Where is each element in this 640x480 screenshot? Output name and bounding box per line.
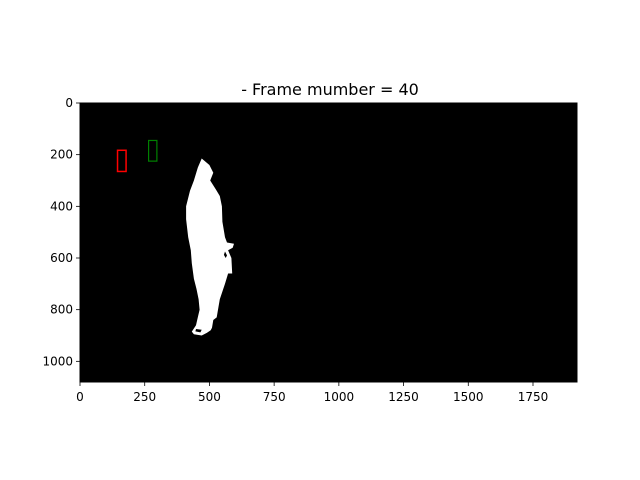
x-tick-label: 0: [76, 390, 84, 404]
image-area: [80, 103, 577, 382]
y-tick-label: 1000: [42, 354, 73, 368]
y-tick-label: 200: [50, 148, 73, 162]
axes-frame: [79, 102, 578, 383]
x-tick-label: 750: [263, 390, 286, 404]
chart-title: - Frame mumber = 40: [241, 80, 419, 99]
y-axis: 0 200 400 600 800 1000: [42, 96, 80, 368]
y-tick-label: 800: [50, 303, 73, 317]
green-box: [147, 139, 158, 162]
x-axis: 0 250 500 750 1000 1250 1500 1750: [76, 382, 548, 404]
x-tick-label: 1250: [388, 390, 419, 404]
red-box: [116, 149, 127, 173]
y-tick-label: 0: [65, 96, 73, 110]
y-tick-label: 400: [50, 199, 73, 213]
person-silhouette-mask: [186, 158, 234, 336]
x-tick-label: 1500: [453, 390, 484, 404]
image-background: [80, 103, 577, 382]
y-tick-label: 600: [50, 251, 73, 265]
x-tick-label: 250: [133, 390, 156, 404]
x-tick-label: 1750: [518, 390, 549, 404]
x-tick-label: 1000: [324, 390, 355, 404]
x-tick-label: 500: [198, 390, 221, 404]
